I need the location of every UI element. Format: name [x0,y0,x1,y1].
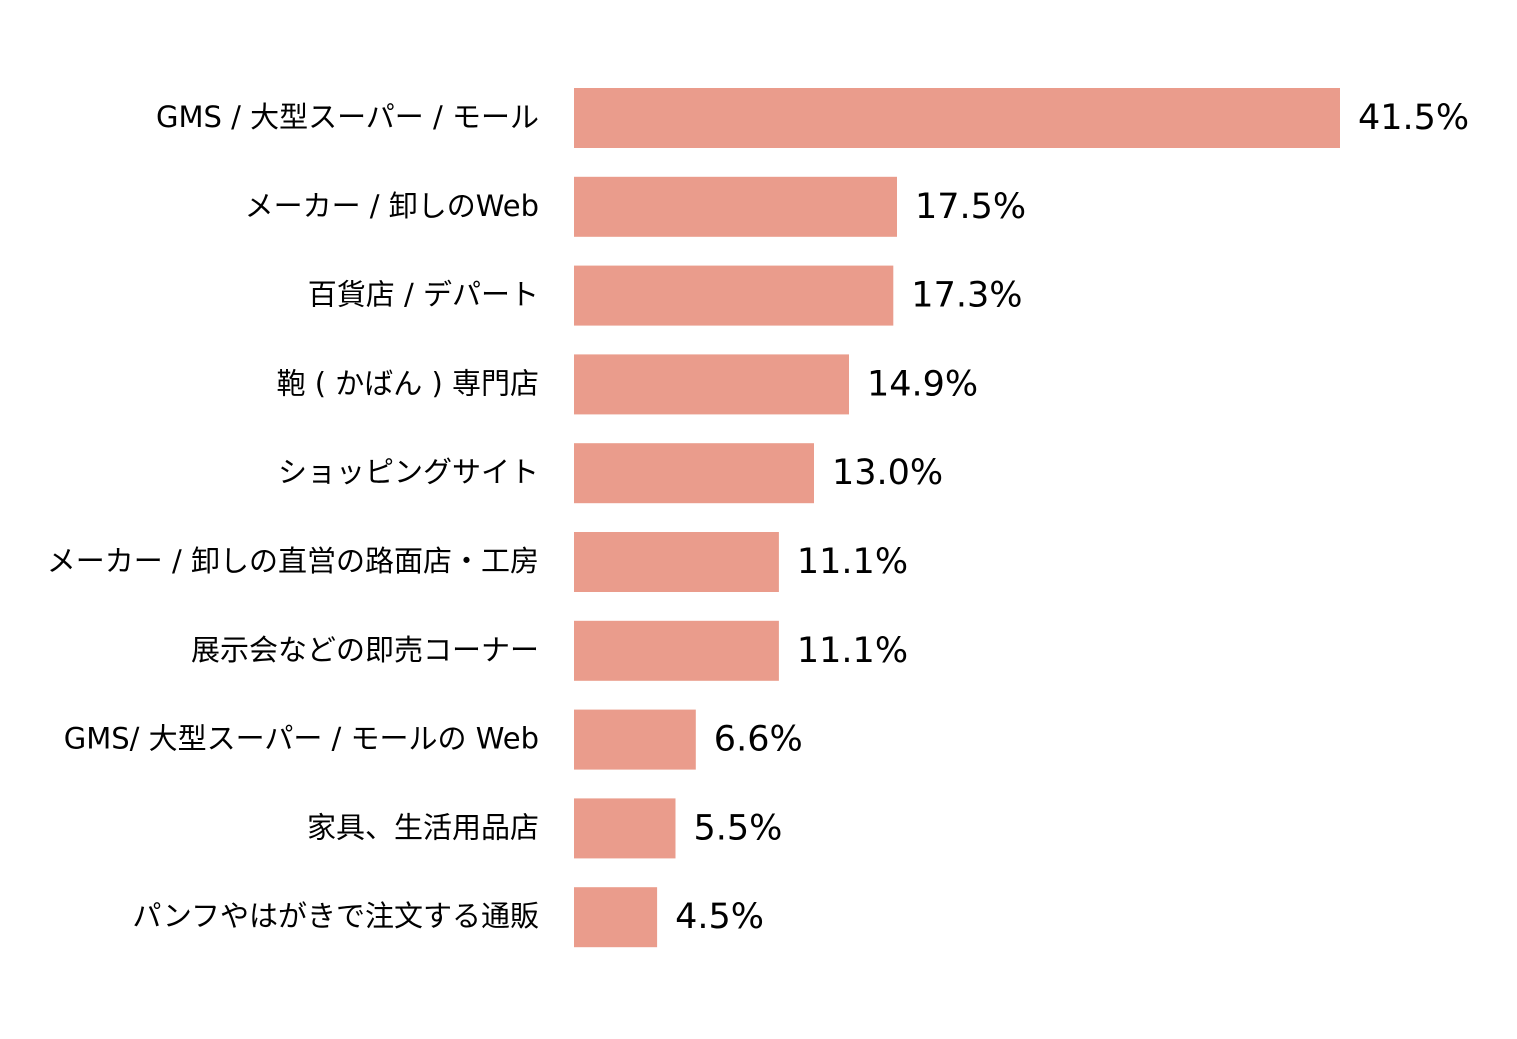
bar-4 [574,354,849,415]
bar-2 [574,176,897,237]
value-label-9: 5.5% [694,808,783,848]
bar-3 [574,265,894,326]
bar-5 [574,443,814,504]
category-label-1: GMS / 大型スーパー / モール [156,100,539,134]
category-label-7: 展示会などの即売コーナー [191,633,539,667]
category-label-9: 家具、生活用品店 [307,810,539,844]
category-label-4: 鞄 ( かばん ) 専門店 [276,366,539,400]
value-label-5: 13.0% [832,453,943,493]
bar-6 [574,532,779,592]
value-label-4: 14.9% [867,364,978,404]
value-labels: 41.5% 17.5% 17.3% 14.9% 13.0% 11.1% 11.1% 6.6% 5… [675,98,1469,937]
value-label-3: 17.3% [911,276,1022,316]
bar-7 [574,620,779,681]
value-label-7: 11.1% [797,631,908,671]
value-label-6: 11.1% [797,542,908,582]
value-label-10: 4.5% [675,897,764,937]
bar-1 [574,88,1340,148]
category-label-6: メーカー / 卸しの直営の路面店・工房 [47,544,539,578]
category-label-8: GMS/ 大型スーパー / モールの Web [64,722,539,756]
bar-10 [574,887,658,948]
category-label-2: メーカー / 卸しのWeb [245,189,539,223]
value-label-1: 41.5% [1358,98,1469,138]
bar-8 [574,709,696,770]
value-label-2: 17.5% [915,187,1026,227]
category-label-10: パンフやはがきで注文する通販 [132,899,539,933]
bar-9 [574,798,676,859]
bars [574,88,1340,948]
value-label-8: 6.6% [714,720,803,760]
category-label-5: ショッピングサイト [278,455,539,489]
category-label-3: 百貨店 / デパート [308,278,539,312]
